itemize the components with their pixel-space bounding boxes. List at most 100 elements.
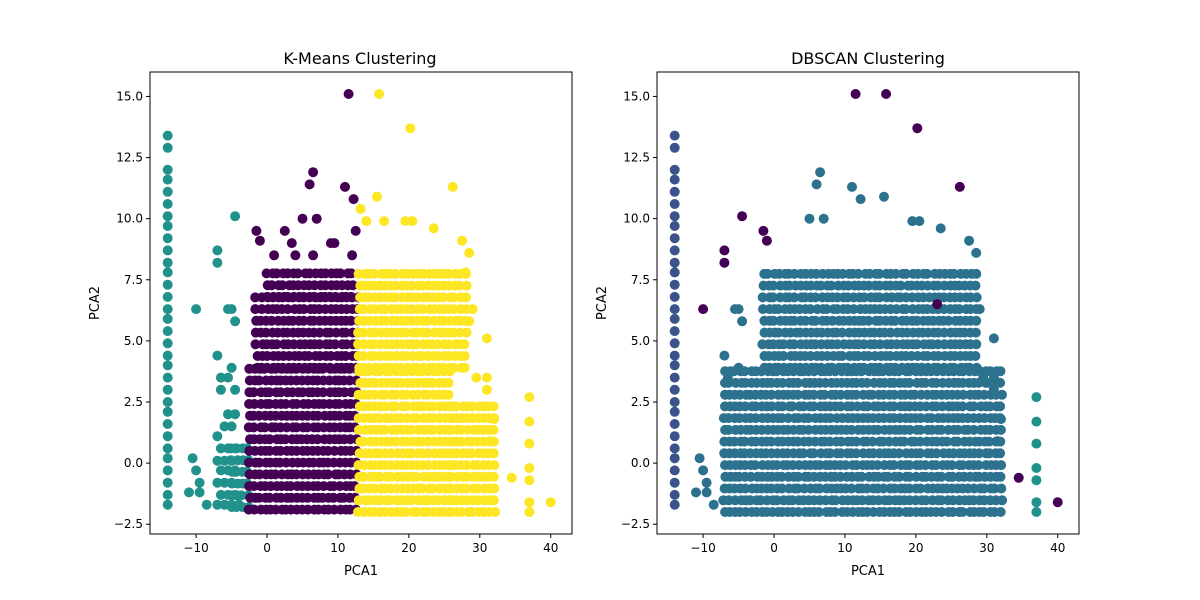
scatter-point	[524, 475, 535, 486]
cluster-point	[454, 280, 465, 291]
scatter-point	[428, 223, 439, 234]
cluster-point	[793, 377, 803, 388]
x-tick-label: 30	[979, 541, 994, 555]
cluster-point	[803, 413, 814, 424]
scatter-point	[996, 414, 1006, 425]
scatter-point	[669, 489, 680, 500]
scatter-point	[215, 465, 226, 476]
cluster-point	[971, 315, 982, 326]
scatter-point	[162, 384, 173, 395]
cluster-point	[858, 362, 869, 373]
cluster-point	[489, 460, 500, 471]
x-tick-label: 10	[837, 541, 852, 555]
y-tick-label: 2.5	[631, 395, 650, 409]
y-tick-label: 15.0	[623, 89, 650, 103]
cluster-point	[899, 436, 910, 447]
scatter-point	[1031, 507, 1042, 517]
cluster-point	[312, 434, 323, 445]
scatter-point	[669, 304, 680, 315]
cluster-point	[762, 268, 773, 279]
y-tick-label: −2.5	[114, 517, 143, 531]
scatter-point	[471, 372, 482, 383]
cluster-point	[461, 280, 472, 291]
x-tick-label: 40	[543, 541, 558, 555]
cluster-point	[904, 424, 915, 435]
scatter-point	[850, 89, 861, 99]
cluster-point	[805, 304, 816, 315]
scatter-point	[212, 245, 223, 256]
cluster-point	[863, 315, 874, 326]
y-tick-label: 10.0	[623, 212, 650, 226]
scatter-point	[524, 416, 535, 427]
scatter-point	[1031, 497, 1042, 508]
cluster-point	[853, 268, 864, 279]
cluster-point	[995, 424, 1006, 435]
scatter-point	[669, 279, 680, 290]
cluster-point	[851, 448, 862, 459]
scatter-point	[935, 223, 946, 234]
cluster-point	[872, 460, 883, 471]
scatter-point	[1031, 392, 1042, 403]
cluster-point	[282, 304, 293, 315]
kmeans-y-ticks: −2.5 0.0 2.5 5.0 7.5 10.0 12.5 15.0	[114, 89, 150, 531]
x-tick-label: 30	[472, 541, 487, 555]
cluster-point	[798, 448, 809, 459]
scatter-point	[481, 384, 492, 395]
cluster-point	[964, 362, 975, 373]
cluster-point	[374, 471, 385, 482]
cluster-point	[380, 424, 390, 435]
cluster-point	[942, 436, 952, 447]
scatter-point	[733, 304, 744, 315]
scatter-point	[162, 199, 173, 209]
scatter-point	[162, 489, 173, 500]
cluster-point	[830, 495, 841, 506]
cluster-point	[957, 401, 968, 412]
scatter-point	[758, 225, 769, 236]
cluster-point	[335, 268, 346, 279]
scatter-point	[407, 216, 418, 227]
cluster-point	[995, 471, 1006, 482]
scatter-point	[669, 211, 680, 222]
y-tick-label: 2.5	[124, 395, 143, 409]
cluster-point	[894, 448, 905, 459]
cluster-point	[248, 387, 259, 398]
scatter-point	[215, 384, 226, 395]
scatter-point	[230, 384, 241, 395]
scatter-point	[524, 463, 535, 473]
scatter-point	[669, 465, 680, 476]
scatter-point	[308, 167, 319, 178]
cluster-point	[264, 434, 275, 445]
scatter-point	[230, 316, 241, 327]
cluster-point	[792, 389, 803, 400]
scatter-point	[932, 299, 943, 310]
scatter-point	[343, 89, 354, 99]
cluster-point	[970, 327, 981, 338]
scatter-point	[524, 497, 535, 508]
scatter-point	[669, 257, 680, 268]
y-tick-label: 0.0	[124, 456, 143, 470]
scatter-point	[815, 167, 826, 178]
cluster-point	[450, 401, 461, 412]
cluster-point	[890, 315, 901, 326]
scatter-point	[847, 181, 857, 192]
scatter-point	[669, 477, 680, 488]
scatter-point	[162, 221, 173, 231]
scatter-point	[187, 453, 198, 464]
cluster-point	[829, 507, 840, 517]
cluster-point	[814, 483, 825, 494]
scatter-point	[212, 499, 223, 510]
scatter-point	[226, 499, 237, 510]
cluster-point	[890, 268, 901, 279]
cluster-point	[874, 292, 885, 303]
cluster-point	[912, 339, 923, 350]
cluster-point	[888, 460, 899, 471]
cluster-point	[358, 351, 369, 361]
scatter-point	[162, 313, 173, 324]
scatter-point	[481, 372, 492, 383]
scatter-point	[761, 235, 772, 246]
scatter-point	[308, 250, 319, 261]
scatter-point	[233, 499, 244, 510]
scatter-point	[524, 392, 535, 403]
scatter-point	[719, 257, 730, 268]
